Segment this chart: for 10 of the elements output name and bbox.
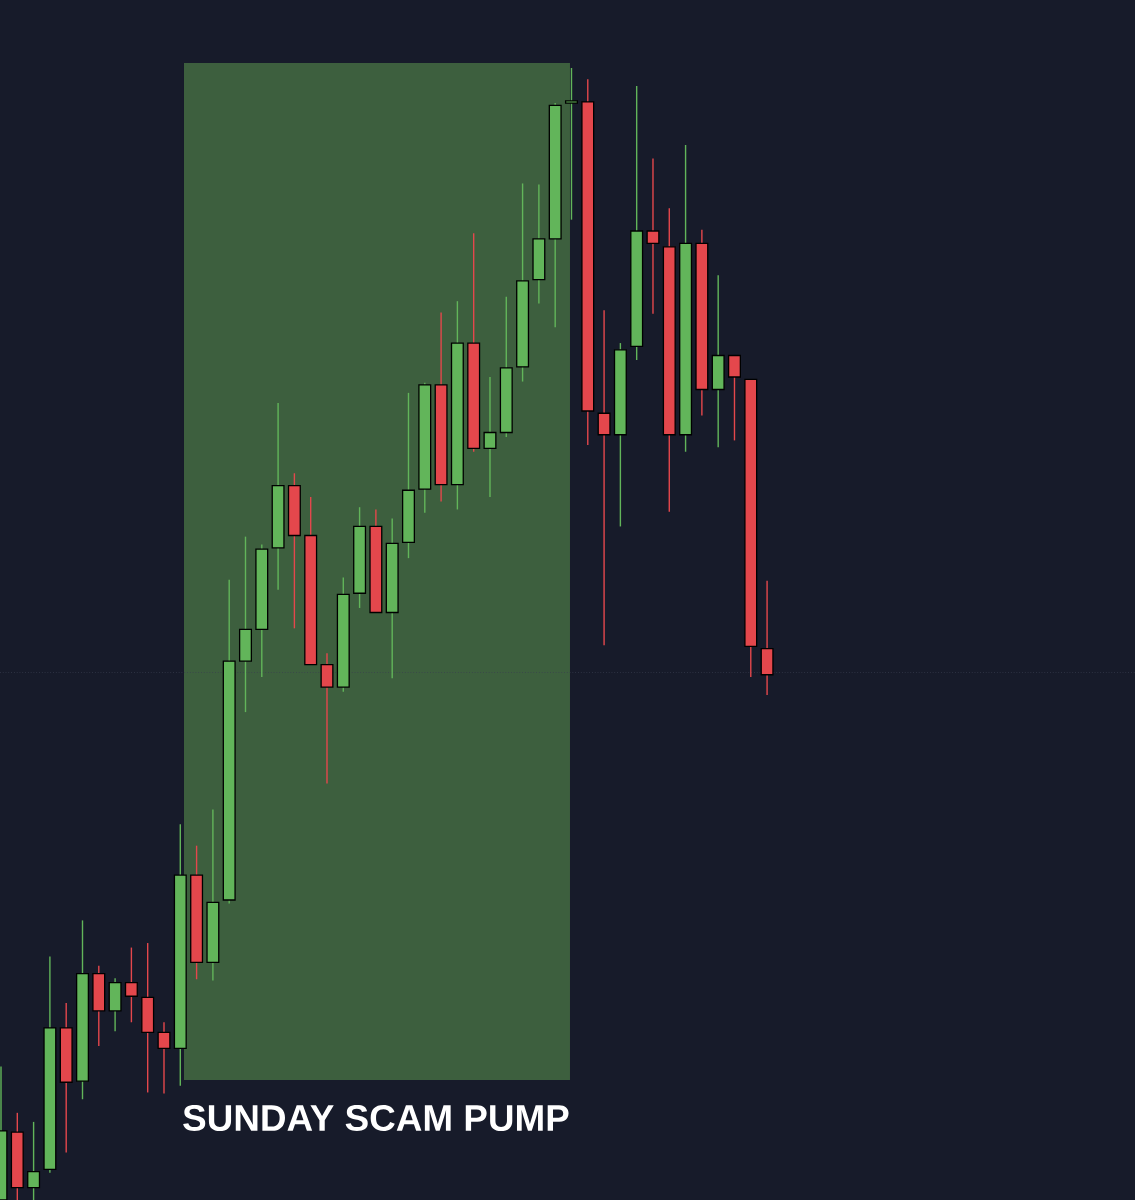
- annotation: SUNDAY SCAM PUMP: [183, 1104, 569, 1132]
- candlestick: [727, 354, 741, 442]
- candlestick: [27, 1121, 41, 1200]
- candlestick: [564, 67, 578, 221]
- candlestick: [483, 376, 497, 498]
- candlestick: [646, 157, 660, 315]
- candlestick: [320, 652, 334, 785]
- candlestick: [597, 309, 611, 647]
- candlestick: [124, 946, 138, 1023]
- candlestick: [157, 1021, 171, 1095]
